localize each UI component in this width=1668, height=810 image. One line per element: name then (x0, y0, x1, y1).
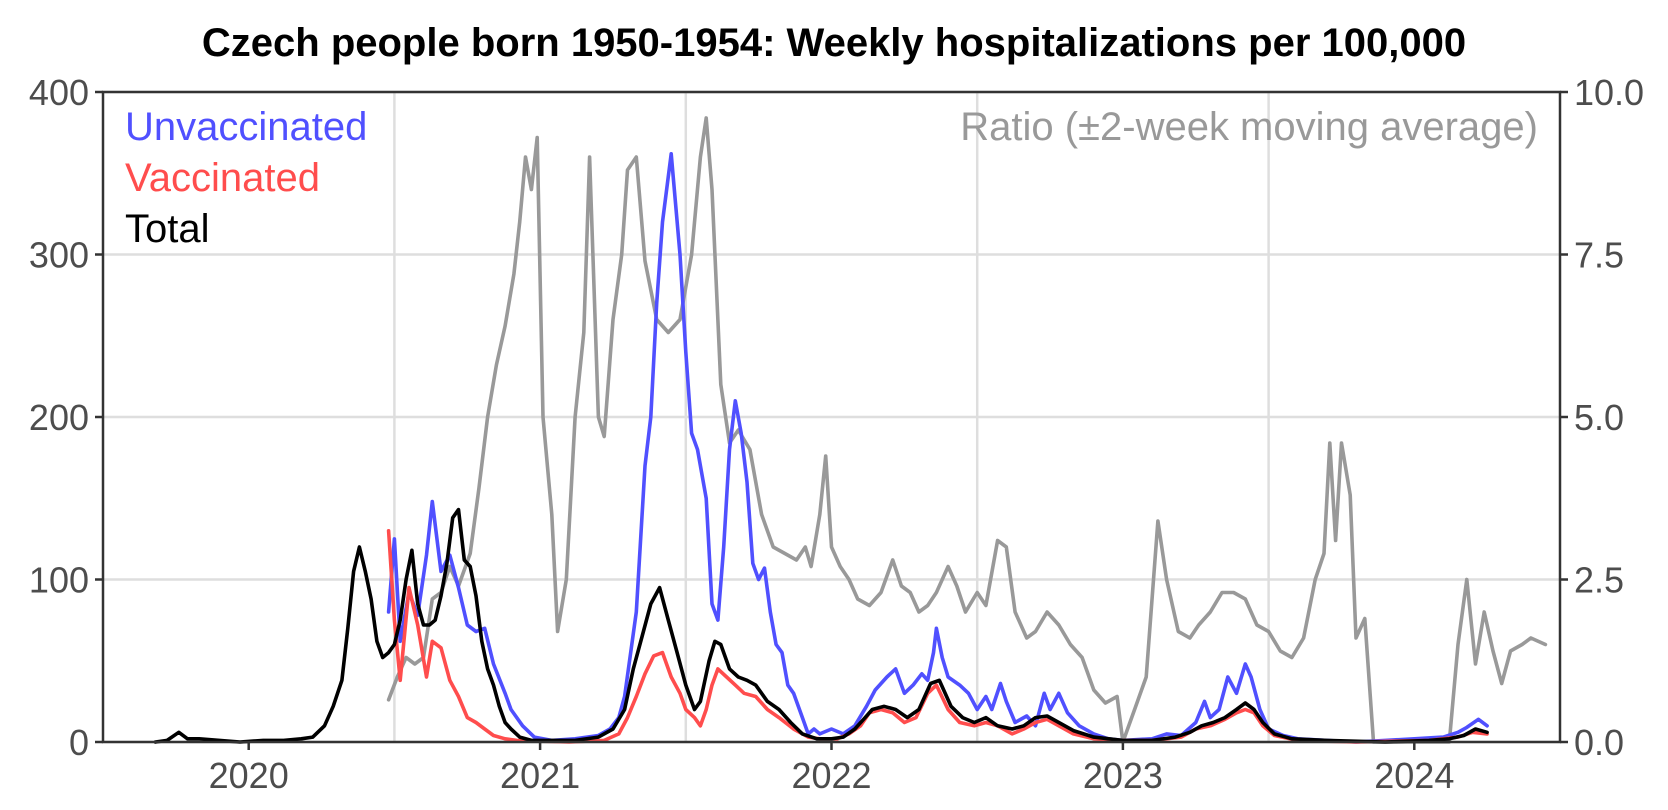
series-line-unvaccinated (386, 152, 1489, 744)
y-tick-label: 0 (69, 722, 89, 763)
chart-title: Czech people born 1950-1954: Weekly hosp… (202, 21, 1466, 65)
x-axis-ticks: 2020 2021 2022 2023 2024 (209, 742, 1454, 796)
series-layer (153, 116, 1548, 744)
y2-tick-label: 2.5 (1574, 560, 1624, 601)
series-line-ratio (386, 116, 1548, 744)
y2-tick-label: 0.0 (1574, 722, 1624, 763)
y2-axis-ticks: 0.0 2.5 5.0 7.5 10.0 (1560, 72, 1644, 763)
x-tick-label: 2020 (209, 755, 289, 796)
x-tick-label: 2024 (1374, 755, 1454, 796)
legend: Unvaccinated Vaccinated Total (125, 105, 367, 251)
y2-tick-label: 10.0 (1574, 72, 1644, 113)
y-axis-ticks: 0 100 200 300 400 (29, 72, 103, 763)
y2-tick-label: 5.0 (1574, 397, 1624, 438)
y-tick-label: 400 (29, 72, 89, 113)
grid-lines (103, 90, 1560, 744)
x-tick-label: 2022 (791, 755, 871, 796)
y-tick-label: 300 (29, 235, 89, 276)
legend-entry-total: Total (125, 207, 210, 251)
x-tick-label: 2023 (1083, 755, 1163, 796)
y2-tick-label: 7.5 (1574, 235, 1624, 276)
legend-entry-vaccinated: Vaccinated (125, 156, 320, 200)
ratio-annotation: Ratio (±2-week moving average) (960, 105, 1538, 149)
y-tick-label: 100 (29, 560, 89, 601)
x-tick-label: 2021 (500, 755, 580, 796)
legend-entry-unvaccinated: Unvaccinated (125, 105, 367, 149)
series-line-total (153, 507, 1489, 744)
y-tick-label: 200 (29, 397, 89, 438)
